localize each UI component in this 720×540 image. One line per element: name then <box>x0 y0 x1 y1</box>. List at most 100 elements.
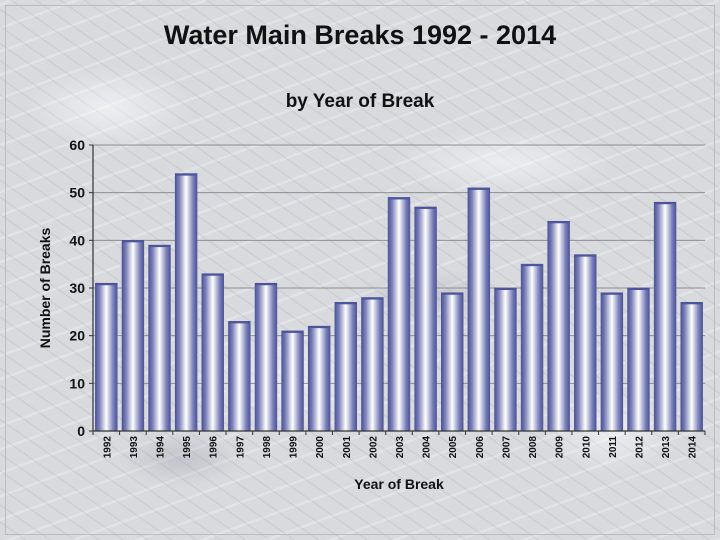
bar-2008 <box>520 263 544 432</box>
bar-2014 <box>680 301 703 432</box>
x-tick-label: 2007 <box>501 436 512 459</box>
bar-top-edge <box>361 297 384 300</box>
bar-top-edge <box>334 302 357 305</box>
bar-top-edge <box>494 288 517 290</box>
bar <box>201 273 224 432</box>
bar <box>281 330 304 432</box>
bar <box>680 301 703 432</box>
x-tick-label: 1995 <box>182 436 193 459</box>
x-tick-label: 2008 <box>528 436 539 459</box>
y-tick-labels: 0 10 20 30 40 50 60 <box>69 137 85 439</box>
x-axis-title: Year of Break <box>354 476 444 492</box>
bar-top-edge <box>175 173 198 176</box>
bar-top-edge <box>467 187 490 190</box>
bar-1997 <box>228 321 251 432</box>
x-tick-label: 1996 <box>209 436 220 459</box>
x-tick-label: 1993 <box>129 436 140 459</box>
bar-2002 <box>361 297 384 432</box>
bar-1992 <box>95 282 118 432</box>
bar-top-edge <box>574 254 597 257</box>
y-tick-label: 40 <box>69 232 85 248</box>
bar-top-edge <box>201 273 224 276</box>
y-axis-title: Number of Breaks <box>37 227 53 348</box>
bar-top-edge <box>228 321 251 324</box>
chart-title: Water Main Breaks 1992 - 2014 <box>163 20 557 50</box>
bar-1998 <box>254 282 278 432</box>
x-tick-label: 2005 <box>448 436 459 459</box>
bar-top-edge <box>122 240 144 243</box>
bar-2004 <box>414 206 437 432</box>
y-tick-label: 50 <box>69 185 85 201</box>
bar-top-edge <box>521 264 543 267</box>
bar-top-edge <box>148 245 171 248</box>
x-tick-label: 2003 <box>395 436 406 459</box>
bar <box>361 297 384 432</box>
bar-2005 <box>441 292 464 432</box>
bar-2009 <box>547 220 570 432</box>
x-tick-label: 2002 <box>368 436 379 459</box>
bar <box>387 197 411 432</box>
x-tick-label: 2004 <box>422 436 433 459</box>
x-tick-label: 2009 <box>555 436 566 459</box>
bar <box>174 173 198 432</box>
bar <box>228 321 251 432</box>
bar-1996 <box>201 273 224 432</box>
x-tick-label: 2012 <box>634 436 645 459</box>
bar <box>254 282 278 432</box>
bar-1995 <box>174 173 198 432</box>
axes <box>89 144 706 435</box>
x-tick-label: 2013 <box>661 436 672 459</box>
bar <box>95 282 118 432</box>
bar <box>574 254 597 432</box>
bar <box>547 220 570 432</box>
bar-1994 <box>148 244 171 432</box>
x-tick-label: 1998 <box>262 436 273 459</box>
bar-1993 <box>121 240 145 432</box>
bar-2013 <box>653 201 677 432</box>
bar-top-edge <box>388 197 410 200</box>
bar <box>414 206 437 432</box>
bar-top-edge <box>255 283 277 286</box>
bar <box>600 292 624 432</box>
x-tick-label: 2001 <box>342 436 353 459</box>
y-tick-label: 20 <box>69 328 85 344</box>
bar-top-edge <box>308 326 331 329</box>
x-tick-label: 1999 <box>289 436 300 459</box>
x-tick-label: 2011 <box>608 436 619 458</box>
bar <box>334 301 357 432</box>
bar <box>494 287 517 432</box>
chart-subtitle: by Year of Break <box>285 91 435 112</box>
bar-top-edge <box>281 330 304 333</box>
bar-top-edge <box>600 292 623 295</box>
x-tick-label: 2014 <box>688 436 699 459</box>
bar-2010 <box>574 254 597 432</box>
x-tick-labels: 1992 1993 1994 1995 1996 1997 1998 1999 2000 2001… <box>102 436 698 459</box>
bar <box>307 325 331 432</box>
bar-top-edge <box>680 302 703 305</box>
x-tick-label: 2010 <box>581 436 592 459</box>
x-tick-label: 1997 <box>235 436 246 459</box>
bars <box>95 173 703 432</box>
bar-2012 <box>627 287 650 432</box>
bar-2001 <box>334 301 357 432</box>
bar <box>627 287 650 432</box>
bar-2011 <box>600 292 624 432</box>
y-tick-label: 60 <box>69 137 85 153</box>
bar-2006 <box>467 187 491 432</box>
x-tick-label: 1994 <box>156 436 167 459</box>
bar <box>653 201 677 432</box>
bar-top-edge <box>654 202 676 205</box>
x-tick-label: 2000 <box>315 436 326 459</box>
y-tick-label: 10 <box>69 375 85 391</box>
bar <box>441 292 464 432</box>
bar <box>467 187 491 432</box>
x-tick-label: 1992 <box>102 436 113 459</box>
bar-2007 <box>494 287 517 432</box>
bar-top-edge <box>627 288 650 290</box>
bar-2000 <box>307 325 331 432</box>
bar-top-edge <box>441 292 464 295</box>
bar-top-edge <box>414 206 437 209</box>
slide-frame <box>5 5 715 535</box>
bar-top-edge <box>547 221 570 224</box>
